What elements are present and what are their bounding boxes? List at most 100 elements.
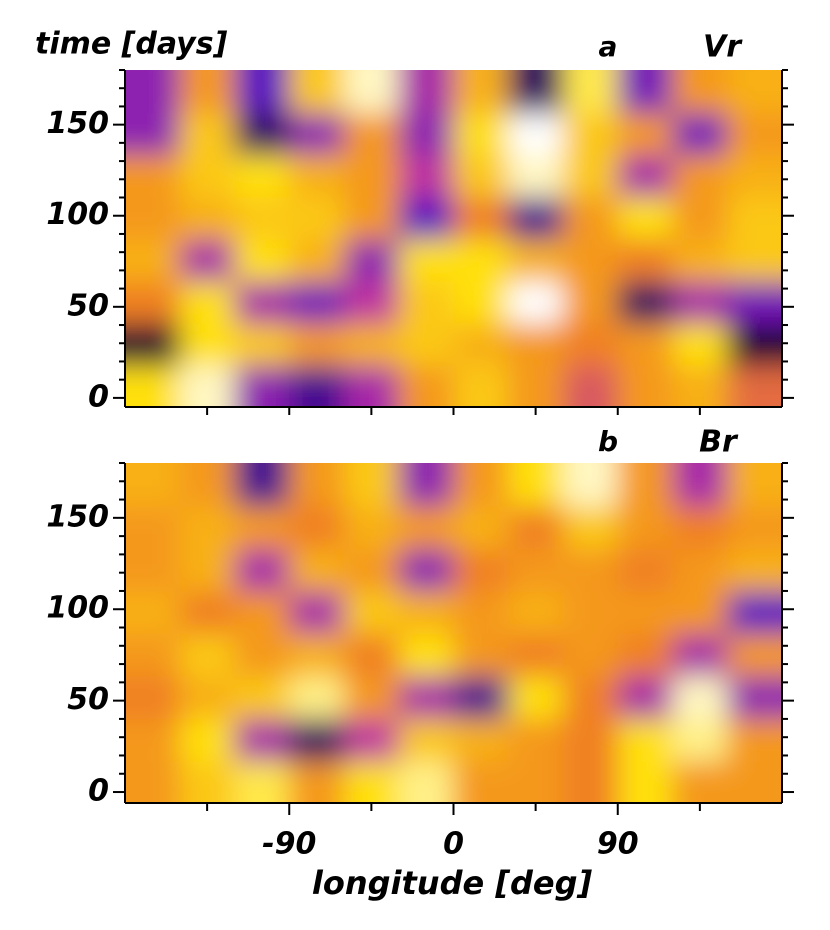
- heatmap-cell: [289, 463, 345, 507]
- heatmap-cell: [672, 364, 729, 407]
- heatmap-cell: [727, 718, 782, 762]
- heatmap-cell: [289, 548, 345, 592]
- heatmap-cell: [398, 633, 455, 677]
- heatmap-cell: [453, 238, 510, 282]
- heatmap-cell: [563, 760, 619, 803]
- heatmap-cell: [453, 590, 510, 634]
- heatmap-cell: [453, 154, 510, 198]
- heatmap-cell: [398, 70, 455, 114]
- heatmap-cell: [453, 280, 510, 324]
- y-tick-label: 150: [46, 499, 109, 534]
- heatmap-cell: [234, 590, 291, 634]
- heatmap-cell: [727, 322, 782, 366]
- heatmap-cell: [617, 238, 674, 282]
- heatmap-cell: [727, 505, 782, 549]
- heatmap-cell: [179, 548, 236, 592]
- heatmap-cell: [508, 70, 564, 114]
- heatmap-cell: [727, 280, 782, 324]
- heatmap-cell: [672, 760, 729, 803]
- heatmap-cell: [563, 70, 619, 114]
- heatmap-cell: [453, 112, 510, 156]
- heatmap-cells: [125, 463, 782, 803]
- heatmap-cell: [508, 364, 564, 407]
- heatmap-cell: [672, 590, 729, 634]
- heatmap-cell: [125, 238, 181, 282]
- heatmap-cell: [344, 675, 400, 719]
- y-tick-label: 100: [46, 197, 109, 232]
- heatmap-cell: [727, 364, 782, 407]
- heatmap-cell: [344, 505, 400, 549]
- heatmap-cell: [234, 196, 291, 240]
- heatmap-cell: [125, 675, 181, 719]
- heatmap-cell: [289, 675, 345, 719]
- heatmap-cell: [398, 364, 455, 407]
- heatmap-cell: [508, 760, 564, 803]
- heatmap-cell: [289, 196, 345, 240]
- heatmap-cell: [179, 70, 236, 114]
- heatmap-cell: [398, 112, 455, 156]
- heatmap-cell: [289, 505, 345, 549]
- heatmap-cell: [344, 463, 400, 507]
- heatmap-cell: [289, 364, 345, 407]
- heatmap-cell: [398, 322, 455, 366]
- heatmap-cell: [672, 463, 729, 507]
- panel-title: Vr: [703, 30, 743, 65]
- heatmap-cell: [672, 505, 729, 549]
- heatmap-cell: [563, 322, 619, 366]
- heatmap-cell: [125, 154, 181, 198]
- heatmap-cell: [125, 280, 181, 324]
- heatmap-cell: [125, 70, 181, 114]
- heatmap-cell: [453, 760, 510, 803]
- heatmap-cell: [672, 675, 729, 719]
- heatmap-cell: [344, 590, 400, 634]
- heatmap-cell: [398, 718, 455, 762]
- heatmap-cell: [289, 590, 345, 634]
- heatmap-cell: [453, 364, 510, 407]
- heatmap-cell: [563, 718, 619, 762]
- heatmap-cell: [398, 463, 455, 507]
- heatmap-cell: [125, 112, 181, 156]
- heatmap-cell: [727, 548, 782, 592]
- heatmap-cell: [563, 196, 619, 240]
- heatmap-cell: [672, 548, 729, 592]
- heatmap-cell: [179, 463, 236, 507]
- heatmap-cell: [234, 718, 291, 762]
- heatmap-cell: [125, 463, 181, 507]
- heatmap-cell: [398, 675, 455, 719]
- heatmap-cell: [344, 633, 400, 677]
- heatmap-cell: [289, 760, 345, 803]
- heatmap-cell: [672, 70, 729, 114]
- x-tick-label: -90: [262, 827, 316, 862]
- heatmap-cell: [234, 463, 291, 507]
- heatmap-cell: [617, 548, 674, 592]
- heatmap-cell: [453, 548, 510, 592]
- x-tick-label: 0: [443, 827, 464, 862]
- heatmap-cell: [672, 322, 729, 366]
- heatmap-cell: [344, 322, 400, 366]
- heatmap-cell: [453, 70, 510, 114]
- heatmap-cell: [727, 154, 782, 198]
- heatmap-cell: [125, 505, 181, 549]
- heatmap-cell: [727, 633, 782, 677]
- heatmap-cell: [453, 463, 510, 507]
- heatmap-cell: [344, 718, 400, 762]
- heatmap-cell: [344, 154, 400, 198]
- heatmap-cell: [234, 154, 291, 198]
- y-tick-label: 50: [67, 682, 109, 717]
- heatmap-cell: [344, 364, 400, 407]
- heatmap-cell: [398, 238, 455, 282]
- x-tick-label: 90: [597, 827, 639, 862]
- heatmap-cell: [234, 364, 291, 407]
- heatmap-cell: [179, 364, 236, 407]
- heatmap-cell: [617, 590, 674, 634]
- heatmap-cell: [289, 280, 345, 324]
- heatmap-cell: [617, 112, 674, 156]
- heatmap-cells: [125, 70, 782, 407]
- heatmap-cell: [508, 154, 564, 198]
- heatmap-cell: [344, 70, 400, 114]
- heatmap-cell: [727, 196, 782, 240]
- heatmap-cell: [125, 364, 181, 407]
- heatmap-cell: [398, 280, 455, 324]
- heatmap-cell: [289, 238, 345, 282]
- heatmap-cell: [398, 590, 455, 634]
